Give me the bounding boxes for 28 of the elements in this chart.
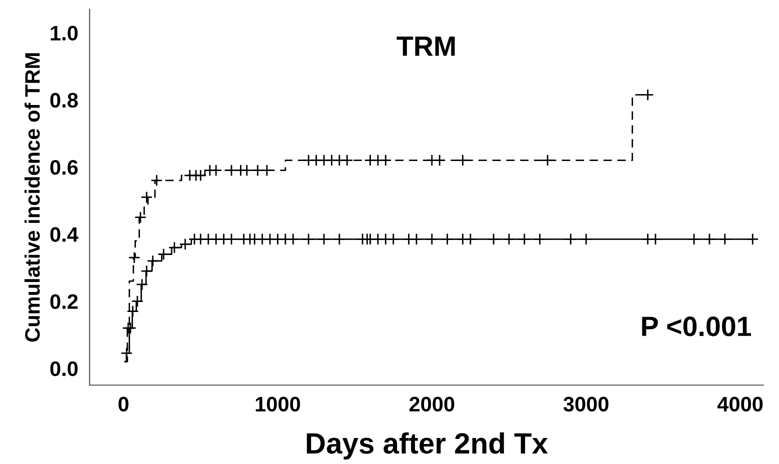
point <box>380 154 392 166</box>
point <box>120 347 133 360</box>
point <box>140 191 153 204</box>
point <box>194 169 207 182</box>
annotation: P <0.001 <box>642 316 752 336</box>
x-tick-label: 4000 <box>717 396 763 412</box>
point <box>210 164 222 176</box>
x-tick-label: 1000 <box>256 396 300 412</box>
y-tick-label: 0.8 <box>50 92 78 108</box>
point <box>126 305 139 318</box>
point <box>131 295 144 308</box>
y-tick-label: 0.4 <box>50 227 78 242</box>
y-tick-label: 0.6 <box>50 160 78 175</box>
y-tick-label: 0.0 <box>50 361 78 376</box>
point <box>642 88 654 101</box>
text: TRM <box>396 36 455 56</box>
y-axis-title: Cumulative incidence of TRM <box>24 53 40 342</box>
x-axis-title: Days after 2nd Tx <box>306 432 548 460</box>
point <box>150 174 163 186</box>
x-tick-label: 3000 <box>563 396 608 412</box>
point <box>124 322 137 334</box>
point <box>136 278 148 291</box>
x-tick-label: 2000 <box>409 396 454 412</box>
y-tick-label: 1.0 <box>50 26 78 41</box>
x-tick-label: 0 <box>118 396 128 412</box>
y-tick-label: 0.2 <box>50 294 78 309</box>
point <box>134 211 147 224</box>
point <box>128 252 140 264</box>
